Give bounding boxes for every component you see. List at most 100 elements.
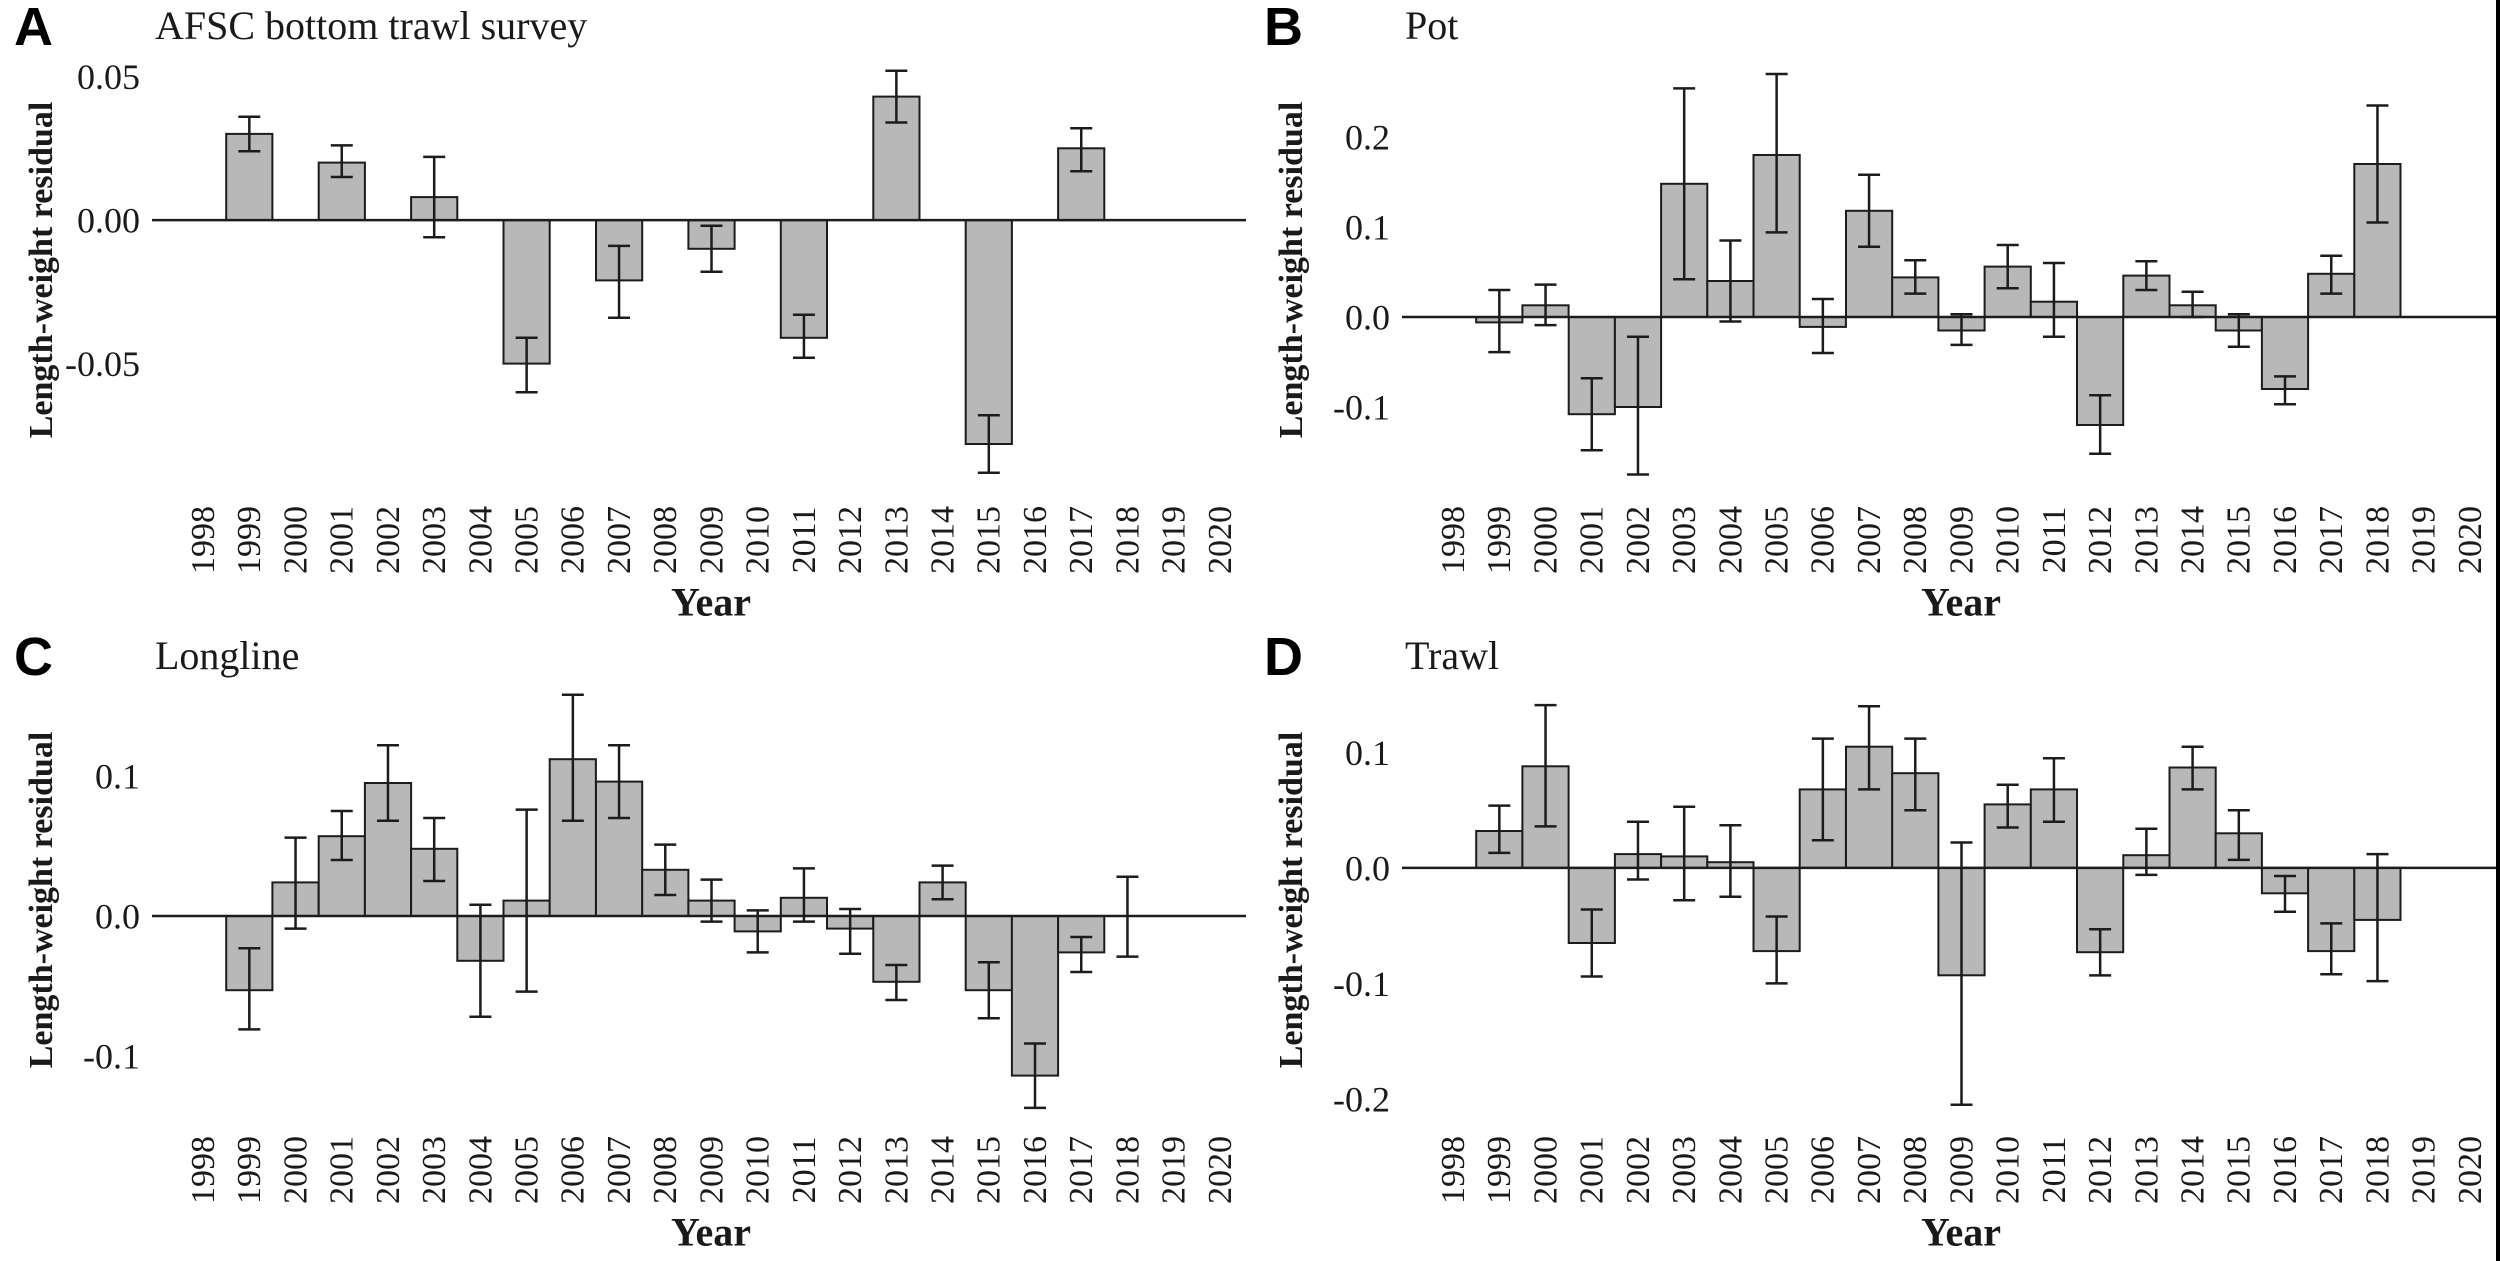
panel-title-d: Trawl [1405, 633, 1500, 678]
x-axis-label-a: Year [671, 579, 751, 625]
panel-d-ytick-0.0: 0.0 [1345, 849, 1390, 889]
panel-a-xtick-2017: 2017 [1063, 506, 1100, 574]
panel-a-xtick-2010: 2010 [740, 506, 777, 574]
panel-b-ytick-0.1: 0.1 [1345, 208, 1390, 248]
panel-d-xtick-2002: 2002 [1620, 1136, 1657, 1204]
panel-d-xtick-2006: 2006 [1805, 1136, 1842, 1204]
panel-b-xtick-2015: 2015 [2221, 506, 2258, 574]
panel-a-ytick-0.05: 0.05 [77, 57, 140, 97]
panel-a-xtick-2003: 2003 [416, 506, 453, 574]
panel-a-xtick-2000: 2000 [277, 506, 314, 574]
panel-c-xtick-2016: 2016 [1017, 1136, 1054, 1204]
panel-c-xtick-2002: 2002 [370, 1136, 407, 1204]
panel-b-xtick-2009: 2009 [1943, 506, 1980, 574]
panel-letter-d: D [1264, 627, 1303, 687]
panel-a-bar-2015 [964, 219, 1013, 445]
panel-d-xtick-2007: 2007 [1851, 1136, 1888, 1204]
panel-a-xtick-2018: 2018 [1109, 506, 1146, 574]
panel-a-xtick-2005: 2005 [508, 506, 545, 574]
panel-b-ytick-0.0: 0.0 [1345, 298, 1390, 338]
panel-c-xtick-2008: 2008 [647, 1136, 684, 1204]
x-axis-label-d: Year [1921, 1209, 2001, 1255]
panel-a-ytick--0.05: -0.05 [65, 344, 140, 384]
panel-b-xtick-2008: 2008 [1897, 506, 1934, 574]
panel-d-xtick-2020: 2020 [2452, 1136, 2489, 1204]
panel-d-xtick-1998: 1998 [1435, 1136, 1472, 1204]
panel-d-xtick-2004: 2004 [1712, 1136, 1749, 1204]
panel-b-xtick-2004: 2004 [1712, 506, 1749, 574]
panel-d-xtick-2009: 2009 [1943, 1136, 1980, 1204]
panel-d-xtick-2018: 2018 [2359, 1136, 2396, 1204]
panel-d-xtick-2019: 2019 [2406, 1136, 2443, 1204]
panel-b: B Pot Length-weight residual Year 0.2 0.1… [1250, 0, 2500, 630]
panel-b-xtick-2007: 2007 [1851, 506, 1888, 574]
panel-a-xtick-2015: 2015 [971, 506, 1008, 574]
panel-c-ytick-0.0: 0.0 [95, 897, 140, 937]
panel-d-xtick-2000: 2000 [1527, 1136, 1564, 1204]
panel-d-xtick-2016: 2016 [2267, 1136, 2304, 1204]
x-axis-label-c: Year [671, 1209, 751, 1255]
panel-c-xtick-2007: 2007 [601, 1136, 638, 1204]
panel-c-xtick-2003: 2003 [416, 1136, 453, 1204]
panel-a-xtick-2001: 2001 [324, 506, 361, 574]
panel-c-ytick--0.1: -0.1 [83, 1037, 140, 1077]
panel-b-xtick-2014: 2014 [2174, 506, 2211, 574]
panel-d-xtick-2014: 2014 [2174, 1136, 2211, 1204]
panel-letter-c: C [14, 627, 53, 687]
panel-d-xtick-2001: 2001 [1574, 1136, 1611, 1204]
panel-c-xtick-2004: 2004 [462, 1136, 499, 1204]
panel-a: A AFSC bottom trawl survey Length-weight… [0, 0, 1250, 630]
panel-b-xtick-2019: 2019 [2406, 506, 2443, 574]
x-axis-label-b: Year [1921, 579, 2001, 625]
panel-d-xtick-2010: 2010 [1990, 1136, 2027, 1204]
panel-b-xtick-2016: 2016 [2267, 506, 2304, 574]
panel-c-ytick-0.1: 0.1 [95, 757, 140, 797]
panel-c: C Longline Length-weight residual Year 0… [0, 630, 1250, 1260]
panel-b-xtick-2013: 2013 [2128, 506, 2165, 574]
panel-c-xtick-2010: 2010 [740, 1136, 777, 1204]
panel-d-xtick-2015: 2015 [2221, 1136, 2258, 1204]
panel-c-xtick-1998: 1998 [185, 1136, 222, 1204]
panel-a-xtick-1998: 1998 [185, 506, 222, 574]
panel-a-xtick-2014: 2014 [924, 506, 961, 574]
panel-b-xtick-1998: 1998 [1435, 506, 1472, 574]
panel-title-c: Longline [155, 633, 300, 678]
panel-b-xtick-2006: 2006 [1805, 506, 1842, 574]
panel-c-xtick-2020: 2020 [1202, 1136, 1239, 1204]
panel-b-xtick-2020: 2020 [2452, 506, 2489, 574]
panel-a-ytick-0.00: 0.00 [77, 201, 140, 241]
panel-c-xtick-2014: 2014 [924, 1136, 961, 1204]
panel-b-xtick-2000: 2000 [1527, 506, 1564, 574]
panel-title-a: AFSC bottom trawl survey [155, 3, 588, 48]
panel-b-xtick-1999: 1999 [1481, 506, 1518, 574]
panel-d-xtick-2011: 2011 [2036, 1137, 2073, 1204]
panel-a-xtick-2016: 2016 [1017, 506, 1054, 574]
panel-c-xtick-2000: 2000 [277, 1136, 314, 1204]
panel-c-xtick-2018: 2018 [1109, 1136, 1146, 1204]
panel-a-xtick-2011: 2011 [786, 507, 823, 574]
panel-d-xtick-2003: 2003 [1666, 1136, 1703, 1204]
panel-b-xtick-2003: 2003 [1666, 506, 1703, 574]
panel-b-xtick-2010: 2010 [1990, 506, 2027, 574]
panel-c-bar-2007 [595, 780, 644, 917]
panel-a-xtick-2009: 2009 [693, 506, 730, 574]
panel-d-xtick-2017: 2017 [2313, 1136, 2350, 1204]
panel-b-xtick-2001: 2001 [1574, 506, 1611, 574]
panel-d-xtick-2013: 2013 [2128, 1136, 2165, 1204]
panel-a-xtick-2002: 2002 [370, 506, 407, 574]
panel-c-xtick-2006: 2006 [555, 1136, 592, 1204]
panel-d-xtick-2012: 2012 [2082, 1136, 2119, 1204]
panel-d-ytick--0.2: -0.2 [1333, 1080, 1390, 1120]
panel-a-xtick-2012: 2012 [832, 506, 869, 574]
panel-letter-b: B [1264, 0, 1303, 57]
panel-d-xtick-1999: 1999 [1481, 1136, 1518, 1204]
panel-a-xtick-2008: 2008 [647, 506, 684, 574]
panel-a-xtick-2007: 2007 [601, 506, 638, 574]
panel-d-ytick--0.1: -0.1 [1333, 964, 1390, 1004]
panel-c-xtick-2013: 2013 [878, 1136, 915, 1204]
panel-d-ytick-0.1: 0.1 [1345, 733, 1390, 773]
panel-b-xtick-2002: 2002 [1620, 506, 1657, 574]
